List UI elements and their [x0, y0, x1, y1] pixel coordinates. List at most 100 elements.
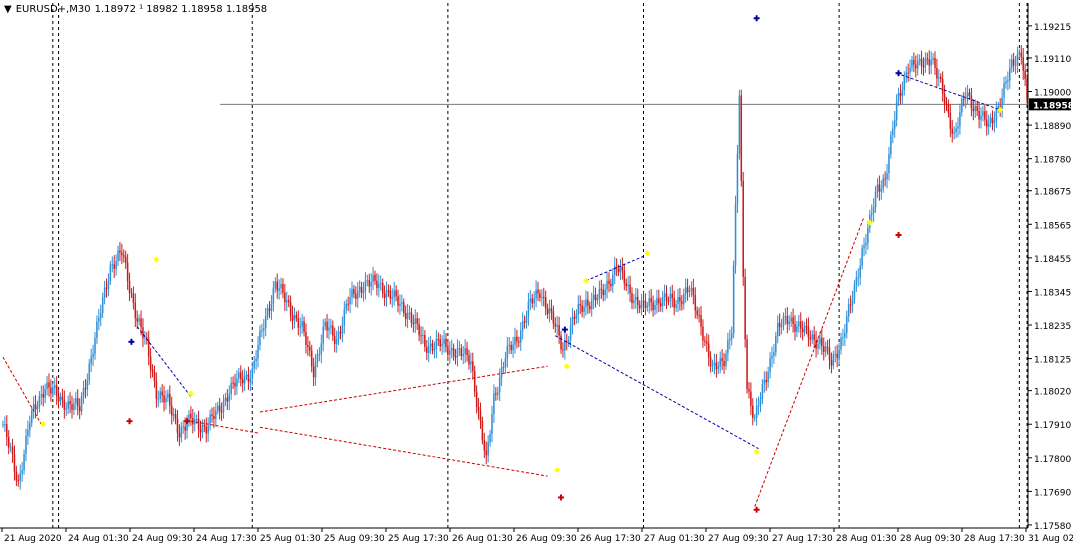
candle-body — [487, 442, 489, 456]
candle-body — [537, 289, 539, 294]
candle-body — [466, 348, 468, 356]
candle-body — [251, 368, 254, 379]
candle-body — [686, 287, 689, 293]
candle-body — [882, 178, 884, 189]
y-tick-label: 1.18565 — [1034, 221, 1071, 231]
y-tick-label: 1.19110 — [1034, 55, 1071, 65]
candle-body — [121, 252, 123, 256]
candle-body — [312, 366, 315, 378]
candle-body — [778, 322, 781, 328]
candle-body — [316, 354, 319, 363]
candle-body — [426, 346, 428, 353]
blue-arrow-marker — [128, 338, 135, 345]
candlestick-series — [2, 45, 1028, 490]
candle-body — [11, 447, 14, 455]
candle-body — [268, 308, 271, 311]
candle-body — [215, 410, 217, 419]
candle-body — [307, 345, 309, 347]
candle-body — [98, 317, 100, 322]
candle-body — [205, 426, 208, 434]
candle-body — [90, 356, 92, 364]
candle-body — [124, 256, 127, 263]
zigzag-lines — [2, 72, 1001, 507]
candle-body — [23, 454, 25, 471]
candle-body — [149, 356, 152, 370]
signal-markers — [40, 15, 1004, 513]
y-tick-label: 1.19215 — [1034, 23, 1071, 33]
candle-body — [913, 59, 915, 65]
x-tick-label: 25 Aug 17:30 — [388, 534, 449, 544]
zigzag-line — [896, 72, 1001, 111]
candle-body — [176, 418, 179, 433]
candle-body — [29, 423, 31, 430]
candle-body — [890, 135, 892, 155]
candle-body — [1024, 70, 1026, 79]
y-tick-label: 1.17910 — [1034, 421, 1071, 431]
candle-body — [454, 356, 457, 358]
candle-body — [932, 58, 934, 60]
candle-body — [677, 297, 679, 304]
candle-body — [915, 64, 917, 69]
candle-body — [403, 302, 405, 313]
collapse-arrow-icon[interactable]: ▼ — [4, 4, 12, 15]
candle-body — [870, 213, 873, 215]
candle-body — [569, 325, 572, 341]
candle-body — [682, 294, 685, 305]
x-tick-label: 24 Aug 09:30 — [132, 534, 193, 544]
candle-body — [353, 289, 355, 295]
candle-body — [445, 338, 447, 347]
candle-body — [355, 294, 357, 299]
x-tick-label: 28 Aug 01:30 — [836, 534, 897, 544]
candle-body — [571, 316, 574, 326]
candle-body — [468, 355, 470, 365]
candle-body — [1012, 59, 1015, 66]
candle-body — [784, 316, 787, 318]
candle-body — [318, 354, 321, 356]
candle-body — [633, 299, 635, 304]
candle-body — [401, 302, 403, 304]
candle-body — [727, 340, 729, 354]
candle-body — [59, 396, 62, 402]
axes: 1.19215 1.19110 1.19000 1.18890 1.18780 1.186… — [0, 3, 1073, 544]
y-tick-label: 1.18345 — [1034, 288, 1071, 298]
candle-body — [67, 400, 69, 409]
candle-body — [970, 95, 973, 109]
candle-body — [905, 72, 907, 77]
candle-body — [884, 178, 886, 180]
candle-body — [115, 261, 117, 269]
red-arrow-marker — [753, 506, 760, 513]
candle-body — [636, 296, 639, 306]
candle-body — [671, 293, 674, 298]
current-price-tag — [1029, 98, 1071, 111]
candle-body — [840, 337, 842, 350]
candle-body — [941, 79, 944, 94]
candle-body — [991, 117, 994, 124]
candle-body — [742, 180, 744, 277]
candle-body — [449, 350, 451, 355]
candle-body — [333, 336, 336, 344]
candle-body — [623, 270, 626, 284]
x-tick-label: 24 Aug 01:30 — [68, 534, 129, 544]
zigzag-line — [754, 216, 865, 507]
candle-body — [4, 424, 6, 426]
candle-body — [989, 117, 992, 123]
candle-body — [506, 346, 509, 359]
candle-body — [314, 362, 317, 378]
candle-body — [876, 184, 879, 192]
candle-body — [535, 289, 537, 299]
candle-body — [172, 414, 175, 416]
candle-body — [65, 408, 68, 410]
candle-body — [978, 110, 980, 120]
candle-body — [433, 349, 436, 351]
candle-body — [694, 295, 697, 311]
candle-body — [349, 297, 351, 305]
candle-body — [819, 337, 821, 344]
candle-body — [625, 283, 627, 287]
candle-body — [134, 302, 137, 318]
candle-body — [257, 344, 259, 359]
candle-body — [554, 323, 557, 327]
candle-body — [211, 414, 213, 416]
zigzag-line — [555, 335, 759, 450]
